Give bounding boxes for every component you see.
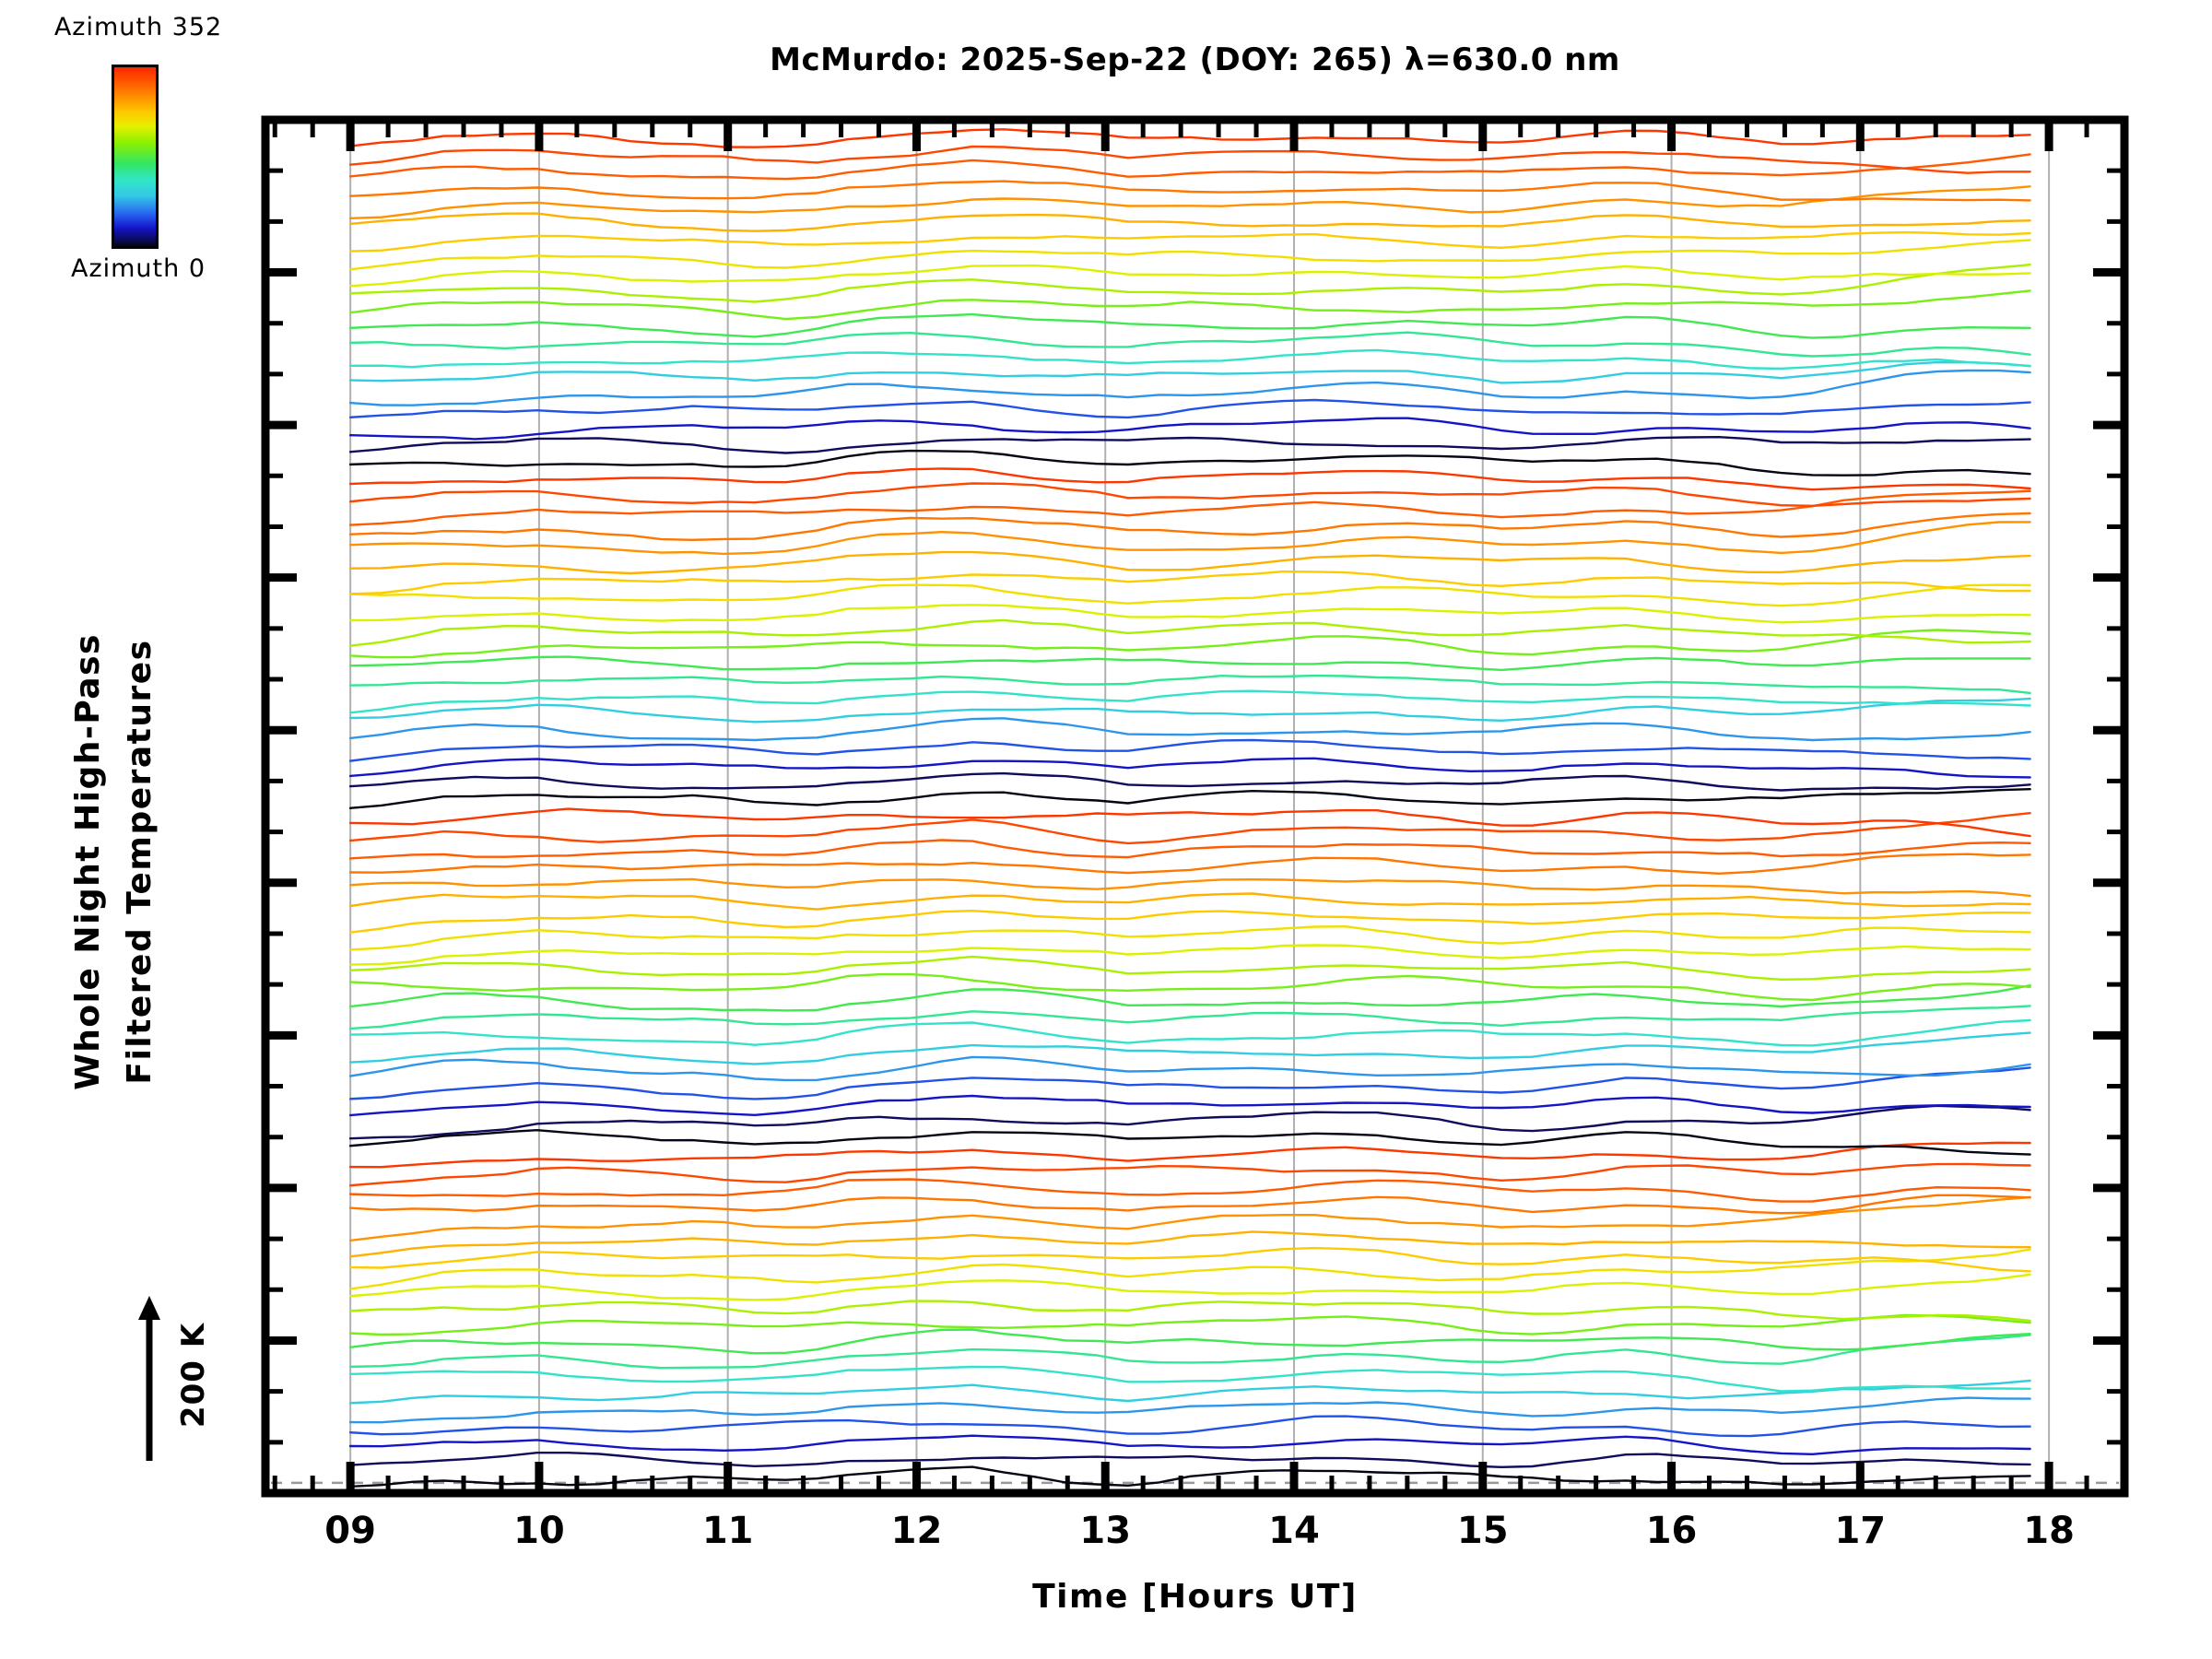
x-tick-label: 12: [890, 1510, 943, 1552]
scale-bar-arrow-icon: [138, 1296, 160, 1461]
x-tick-label: 14: [1268, 1510, 1320, 1552]
page-title: McMurdo: 2025-Sep-22 (DOY: 265) λ=630.0 …: [770, 41, 1620, 78]
azimuth-colorbar-legend: Azimuth 352 Azimuth 0: [0, 0, 276, 295]
x-tick-label: 17: [1834, 1510, 1887, 1552]
x-tick-label: 11: [701, 1510, 754, 1552]
x-tick-label: 13: [1079, 1510, 1132, 1552]
colorbar-min-label: Azimuth 0: [70, 254, 206, 283]
x-tick-label: 09: [324, 1510, 376, 1552]
colorbar-gradient: [112, 65, 159, 249]
scale-bar-annotation: 200 K: [129, 1290, 240, 1465]
x-tick-label: 16: [1645, 1510, 1698, 1552]
axis-frame: [261, 115, 2129, 1498]
colorbar-max-label: Azimuth 352: [53, 13, 223, 41]
gridlines: [349, 120, 2051, 1493]
x-tick-label: 18: [2023, 1510, 2075, 1552]
axis-ticks: [265, 115, 2124, 1498]
x-tick-label: 15: [1456, 1510, 1509, 1552]
trace-series-group: [348, 128, 2031, 1488]
x-tick-label: 10: [513, 1510, 565, 1552]
x-axis-title: Time [Hours UT]: [1032, 1578, 1358, 1616]
